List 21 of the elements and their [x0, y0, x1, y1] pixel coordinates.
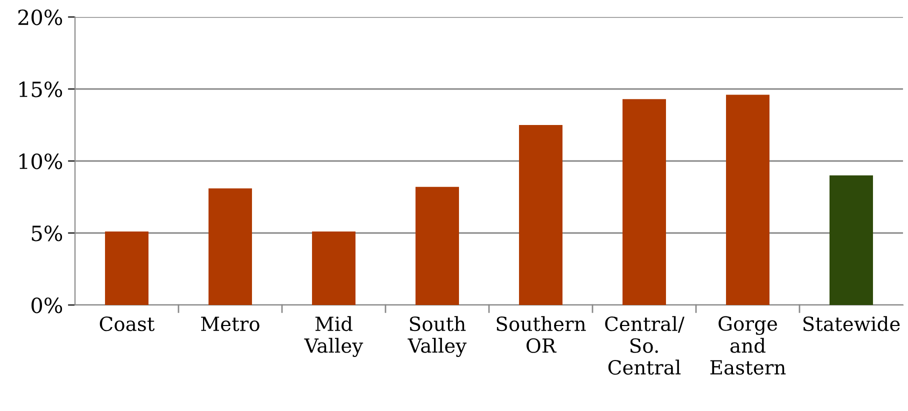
bar	[208, 188, 252, 305]
y-tick-label: 5%	[32, 225, 62, 242]
bar	[830, 175, 873, 305]
bar	[519, 125, 562, 305]
bar	[105, 232, 148, 305]
bar	[726, 94, 770, 305]
x-tick-label: Central/ So. Central	[605, 316, 684, 375]
bar	[312, 232, 356, 305]
x-tick-label: Coast	[100, 316, 155, 332]
bar	[622, 99, 666, 305]
x-tick-label: Gorge and Eastern	[710, 316, 786, 375]
x-tick-label: Statewide	[803, 316, 900, 332]
x-tick-label: Metro	[201, 316, 260, 332]
y-tick-label: 20%	[18, 9, 62, 26]
bar	[416, 186, 459, 305]
y-tick-label: 15%	[19, 81, 62, 98]
y-tick-label: 10%	[19, 153, 62, 170]
y-tick-label: 0%	[32, 297, 62, 314]
x-tick-label: Mid Valley	[304, 316, 364, 357]
x-tick-label: Southern OR	[496, 316, 586, 353]
x-tick-label: South Valley	[408, 316, 467, 357]
